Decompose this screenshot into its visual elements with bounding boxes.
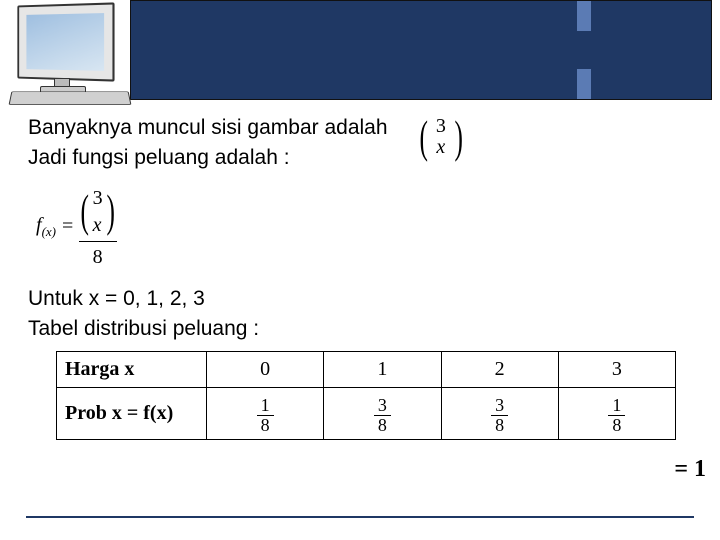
prob-cell-3: 18 bbox=[558, 388, 675, 440]
formula-den: 8 bbox=[79, 241, 117, 271]
banner-accent-bottom bbox=[577, 69, 591, 99]
banner-navy-rect bbox=[130, 0, 712, 100]
formula-sub: (x) bbox=[42, 224, 56, 239]
paren-left-icon: ( bbox=[419, 114, 427, 160]
prob-cell-1: 38 bbox=[324, 388, 441, 440]
slide-header bbox=[0, 0, 720, 110]
monitor-screen bbox=[26, 13, 104, 71]
distribution-table-wrap: Harga x 0 1 2 3 Prob x = f(x) 18 38 38 1… bbox=[56, 351, 676, 440]
distribution-table: Harga x 0 1 2 3 Prob x = f(x) 18 38 38 1… bbox=[56, 351, 676, 440]
x-val-1: 1 bbox=[324, 352, 441, 388]
line1-text: Banyaknya muncul sisi gambar adalah bbox=[28, 114, 388, 142]
untuk-text: Untuk x = 0, 1, 2, 3 bbox=[28, 285, 692, 313]
p2-den: 8 bbox=[491, 415, 508, 435]
slide-body: Banyaknya muncul sisi gambar adalah Jadi… bbox=[0, 110, 720, 440]
line1-row: Banyaknya muncul sisi gambar adalah Jadi… bbox=[28, 114, 692, 175]
p2-num: 3 bbox=[491, 396, 508, 415]
p0-num: 1 bbox=[257, 396, 274, 415]
keyboard bbox=[9, 91, 132, 104]
x-val-3: 3 bbox=[558, 352, 675, 388]
formula-num-bottom: x bbox=[93, 212, 103, 239]
computer-icon bbox=[6, 4, 132, 104]
x-val-0: 0 bbox=[207, 352, 324, 388]
paren-right-icon: ) bbox=[454, 114, 462, 160]
p3-num: 1 bbox=[608, 396, 625, 415]
row1-label: Harga x bbox=[57, 352, 207, 388]
sum-equals-one: = 1 bbox=[674, 456, 706, 483]
p0-den: 8 bbox=[257, 415, 274, 435]
formula-paren-right-icon: ) bbox=[106, 188, 114, 234]
p1-den: 8 bbox=[374, 415, 391, 435]
p1-num: 3 bbox=[374, 396, 391, 415]
binom-bottom: x bbox=[436, 137, 446, 158]
formula-fraction: ( 3 x ) 8 bbox=[77, 183, 118, 271]
row2-label: Prob x = f(x) bbox=[57, 388, 207, 440]
table-row: Harga x 0 1 2 3 bbox=[57, 352, 676, 388]
formula-paren-left-icon: ( bbox=[81, 188, 89, 234]
formula-lhs: f(x) bbox=[36, 212, 56, 241]
monitor-body bbox=[17, 2, 114, 81]
p3-den: 8 bbox=[608, 415, 625, 435]
formula-num-top: 3 bbox=[93, 185, 103, 212]
binomial-inline: ( 3 x ) bbox=[416, 114, 467, 160]
table-row: Prob x = f(x) 18 38 38 18 bbox=[57, 388, 676, 440]
binom-top: 3 bbox=[436, 116, 446, 137]
banner-accent-top bbox=[577, 1, 591, 31]
prob-cell-0: 18 bbox=[207, 388, 324, 440]
formula-eq: = bbox=[62, 213, 73, 240]
x-val-2: 2 bbox=[441, 352, 558, 388]
tabel-label-text: Tabel distribusi peluang : bbox=[28, 315, 692, 343]
formula-fx: f(x) = ( 3 x ) 8 bbox=[36, 183, 692, 271]
prob-cell-2: 38 bbox=[441, 388, 558, 440]
footer-rule bbox=[26, 516, 694, 518]
line2-text: Jadi fungsi peluang adalah : bbox=[28, 144, 388, 172]
